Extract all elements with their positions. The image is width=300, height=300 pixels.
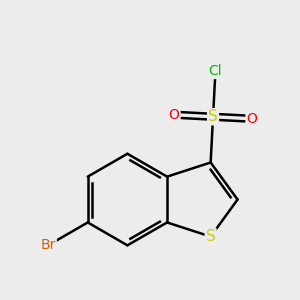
Text: O: O <box>247 112 257 126</box>
Text: Br: Br <box>40 238 56 252</box>
Text: S: S <box>206 229 215 244</box>
Text: O: O <box>169 108 180 122</box>
Text: Cl: Cl <box>208 64 222 78</box>
Text: S: S <box>208 109 218 124</box>
